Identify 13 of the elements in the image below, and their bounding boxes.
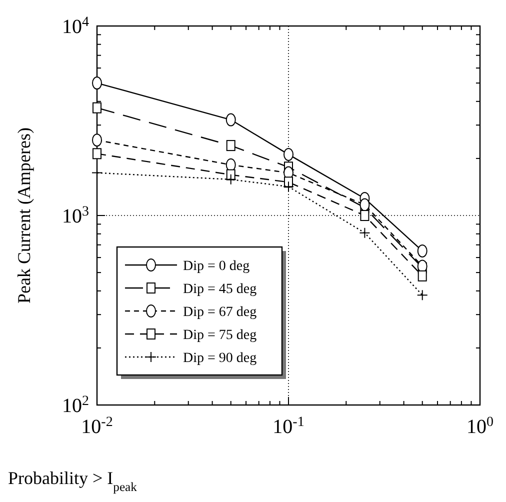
y-tick-label: 10$^{3}$ bbox=[62, 204, 89, 228]
legend-label: Dip = 0 deg bbox=[183, 259, 250, 274]
x-tick-label: 10$^{0}$ bbox=[466, 414, 494, 438]
y-tick-label: 10$^{4}$ bbox=[62, 14, 89, 38]
legend-label: Dip = 75 deg bbox=[183, 328, 257, 343]
legend-label: Dip = 90 deg bbox=[183, 351, 257, 366]
y-tick-label: 10$^{2}$ bbox=[62, 394, 89, 417]
x-axis-title: Probability > I$_{peak}$ bbox=[8, 468, 138, 494]
x-tick-label: 10$^{-1}$ bbox=[272, 414, 304, 438]
y-axis-title: Peak Current (Amperes) bbox=[14, 128, 34, 304]
legend-label: Dip = 45 deg bbox=[183, 282, 257, 297]
x-tick-label: 10$^{-2}$ bbox=[81, 414, 113, 438]
legend-label: Dip = 67 deg bbox=[183, 305, 257, 320]
